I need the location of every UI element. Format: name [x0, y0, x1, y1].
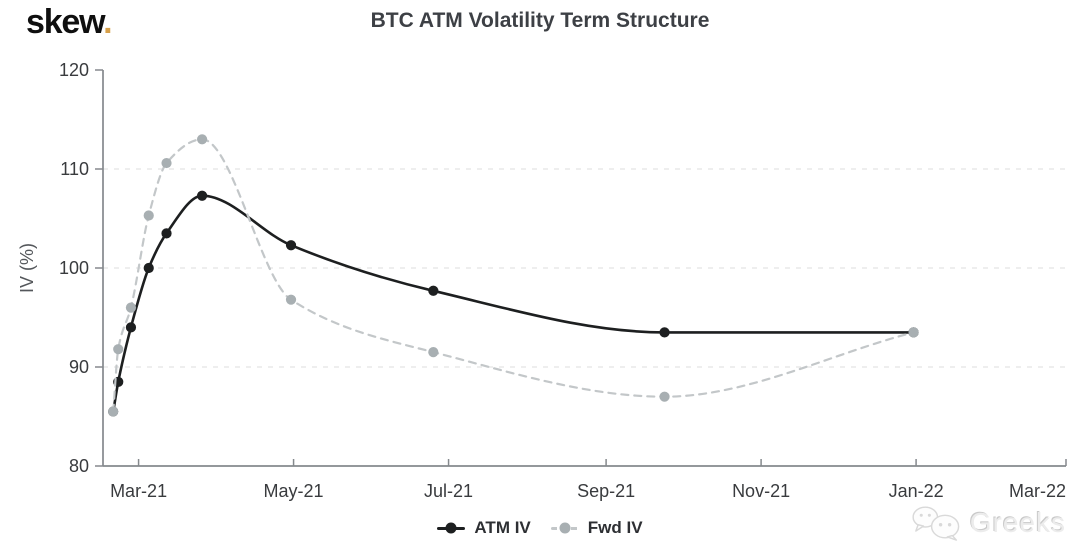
- y-tick-label: 90: [69, 357, 89, 377]
- fwd-iv-marker: [428, 347, 439, 358]
- skew-logo-text: skew: [26, 3, 104, 41]
- x-tick-label: Jan-22: [889, 481, 944, 501]
- fwd-iv-legend-dot: [559, 522, 571, 534]
- greeks-watermark: Greeks: [910, 504, 1066, 541]
- atm-iv-marker: [659, 327, 670, 338]
- x-tick-label: Jul-21: [424, 481, 473, 501]
- y-tick-label: 100: [59, 258, 89, 278]
- y-tick-label: 120: [59, 60, 89, 80]
- y-tick-label: 80: [69, 456, 89, 476]
- wechat-icon: [912, 506, 960, 541]
- x-tick-label: Mar-21: [110, 481, 167, 501]
- legend-item-atm-iv[interactable]: ATM IV: [437, 518, 531, 538]
- greeks-watermark-label: Greeks: [969, 506, 1066, 538]
- fwd-iv-marker: [125, 302, 137, 313]
- atm-iv-legend-label: ATM IV: [474, 518, 531, 537]
- fwd-iv-marker: [161, 157, 172, 169]
- chart-legend: ATM IV Fwd IV: [0, 518, 1080, 538]
- fwd-iv-marker: [285, 294, 297, 305]
- fwd-iv-legend-label: Fwd IV: [587, 518, 643, 537]
- fwd-iv-marker: [108, 406, 119, 417]
- x-tick-label: Sep-21: [577, 481, 635, 501]
- fwd-iv-marker: [659, 391, 670, 402]
- page-title: BTC ATM Volatility Term Structure: [370, 9, 710, 32]
- fwd-iv-marker: [113, 344, 124, 355]
- atm-iv-line: [111, 194, 915, 413]
- atm-iv-marker: [285, 240, 297, 251]
- skew-logo: skew.: [26, 0, 113, 44]
- fwd-iv-marker: [196, 134, 208, 145]
- atm-iv-legend-dot: [445, 522, 457, 534]
- atm-iv-marker: [143, 262, 154, 274]
- fwd-iv-line: [112, 138, 915, 413]
- atm-iv-legend-marker: [437, 522, 466, 534]
- fwd-iv-marker: [143, 210, 154, 221]
- skew-logo-dot: .: [103, 3, 112, 41]
- x-tick-label: May-21: [264, 481, 324, 501]
- x-tick-label: Mar-22: [1009, 481, 1066, 501]
- x-tick-label: Nov-21: [732, 481, 790, 501]
- fwd-iv-marker: [908, 327, 919, 338]
- y-axis-title: IV (%): [17, 243, 37, 293]
- legend-item-fwd-iv[interactable]: Fwd IV: [550, 518, 643, 538]
- atm-iv-marker: [428, 285, 439, 296]
- atm-iv-marker: [196, 190, 208, 201]
- y-tick-label: 110: [60, 159, 89, 179]
- atm-iv-marker: [125, 322, 137, 333]
- atm-iv-marker: [161, 228, 172, 239]
- fwd-iv-legend-marker: [550, 522, 579, 534]
